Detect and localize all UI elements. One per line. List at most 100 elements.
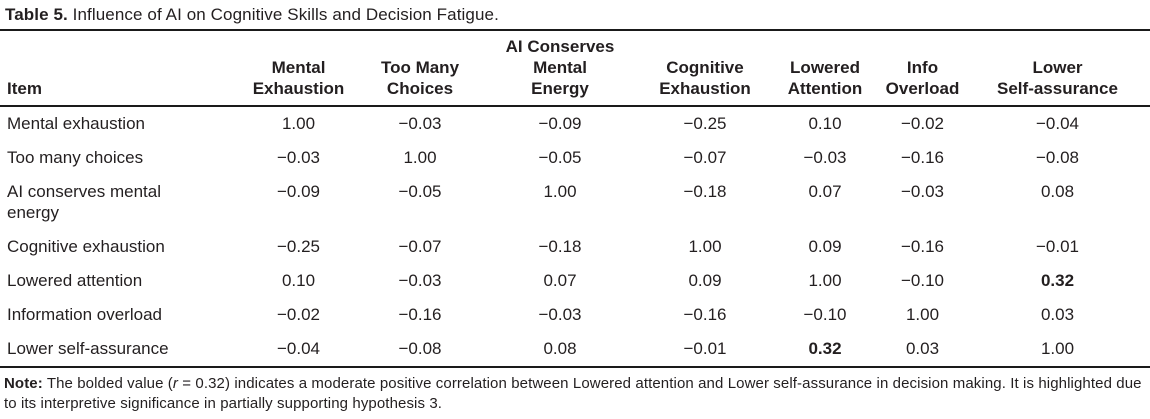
correlation-value: 0.03 <box>1040 305 1075 324</box>
column-header-ai-conserves-mental-energy: AI Conserves Mental Energy <box>480 30 640 107</box>
column-header-line: Lowered <box>790 58 860 77</box>
table-row: Cognitive exhaustion −0.25 −0.07 −0.18 1.00 0… <box>0 230 1150 264</box>
table-row: AI conserves mental energy −0.09 −0.05 1.00… <box>0 175 1150 230</box>
correlation-value: −0.03 <box>398 114 442 133</box>
correlation-value: −0.05 <box>398 182 442 201</box>
correlation-value: −0.09 <box>276 182 320 201</box>
note-label: Note: <box>4 375 43 392</box>
correlation-value: 0.09 <box>808 237 842 256</box>
column-header-too-many-choices: Too Many Choices <box>360 30 480 107</box>
table-row: Lowered attention 0.10 −0.03 0.07 0.09 1.00 −0… <box>0 264 1150 298</box>
row-label: Mental exhaustion <box>7 114 145 133</box>
correlation-value: −0.02 <box>276 305 320 324</box>
row-label: Too many choices <box>7 148 144 167</box>
table-row: Mental exhaustion 1.00 −0.03 −0.09 −0.25 0.10… <box>0 106 1150 141</box>
column-header-line: Item <box>7 79 42 98</box>
correlation-value: 1.00 <box>281 114 316 133</box>
correlation-value: 1.00 <box>403 148 437 167</box>
table-row: Information overload −0.02 −0.16 −0.03 −0.16… <box>0 298 1150 332</box>
correlation-value: −0.01 <box>683 339 727 358</box>
correlation-value: −0.01 <box>1035 237 1079 256</box>
correlation-value: 0.07 <box>543 271 577 290</box>
correlation-value: −0.18 <box>683 182 727 201</box>
column-header-line: Info <box>906 58 939 77</box>
table-row: Too many choices −0.03 1.00 −0.05 −0.07 −0.03… <box>0 141 1150 175</box>
correlation-value: −0.16 <box>683 305 727 324</box>
correlation-value: −0.25 <box>276 237 320 256</box>
correlation-value: 1.00 <box>808 271 842 290</box>
correlation-value: 0.32 <box>1040 271 1075 290</box>
correlation-value: −0.25 <box>683 114 727 133</box>
correlation-value: 0.32 <box>808 339 842 358</box>
correlation-value: 0.03 <box>905 339 940 358</box>
note-text-after-r: = 0.32) indicates a moderate positive co… <box>4 375 1142 412</box>
correlation-value: −0.10 <box>803 305 847 324</box>
correlation-value: −0.16 <box>900 148 944 167</box>
correlation-value: −0.05 <box>538 148 582 167</box>
correlation-value: −0.03 <box>900 182 944 201</box>
column-header-line: Attention <box>787 79 863 98</box>
row-label: AI conserves mental energy <box>7 182 162 222</box>
column-header-cognitive-exhaustion: Cognitive Exhaustion <box>640 30 770 107</box>
table-caption-label: Table 5. <box>5 5 68 24</box>
correlation-value: −0.03 <box>398 271 442 290</box>
correlation-value: 0.07 <box>808 182 842 201</box>
correlation-value: −0.02 <box>900 114 944 133</box>
header-row: Item Mental Exhaustion Too Many Choices AI Co… <box>0 30 1150 107</box>
column-header-line: Mental <box>271 58 326 77</box>
correlation-value: −0.10 <box>900 271 944 290</box>
row-label: Cognitive exhaustion <box>7 237 165 256</box>
correlation-value: −0.18 <box>538 237 582 256</box>
correlation-value: −0.07 <box>683 148 727 167</box>
column-header-info-overload: Info Overload <box>880 30 965 107</box>
correlation-value: −0.16 <box>900 237 944 256</box>
column-header-line: Exhaustion <box>659 79 751 98</box>
column-header-line: Cognitive <box>666 58 744 77</box>
column-header-line: Overload <box>885 79 960 98</box>
correlation-value: 0.08 <box>543 339 577 358</box>
column-header-item: Item <box>0 30 237 107</box>
column-header-line: Choices <box>386 79 454 98</box>
correlation-table: Item Mental Exhaustion Too Many Choices AI Co… <box>0 29 1150 368</box>
column-header-line: Self-assurance <box>997 79 1118 98</box>
row-label: Lower self-assurance <box>7 339 169 358</box>
note-text-before-r: The bolded value ( <box>46 375 173 392</box>
correlation-value: −0.08 <box>398 339 442 358</box>
correlation-value: 1.00 <box>905 305 940 324</box>
column-header-line: Too Many <box>380 58 460 77</box>
correlation-value: 1.00 <box>1040 339 1075 358</box>
correlation-value: −0.03 <box>538 305 582 324</box>
table-note: Note: The bolded value (r = 0.32) indica… <box>0 368 1150 414</box>
correlation-value: 1.00 <box>543 182 577 201</box>
column-header-line: Mental <box>533 58 587 77</box>
table-header: Item Mental Exhaustion Too Many Choices AI Co… <box>0 30 1150 107</box>
column-header-mental-exhaustion: Mental Exhaustion <box>237 30 360 107</box>
correlation-value: 0.10 <box>281 271 316 290</box>
correlation-value: −0.16 <box>398 305 442 324</box>
correlation-value: −0.08 <box>1035 148 1079 167</box>
correlation-value: −0.09 <box>538 114 582 133</box>
column-header-line: Lower <box>1032 58 1083 77</box>
correlation-value: 1.00 <box>688 237 722 256</box>
table-row: Lower self-assurance −0.04 −0.08 0.08 −0.01 0… <box>0 332 1150 367</box>
correlation-value: −0.04 <box>276 339 320 358</box>
row-label: Information overload <box>7 305 162 324</box>
column-header-line: AI Conserves <box>505 37 615 56</box>
column-header-line: Exhaustion <box>252 79 345 98</box>
correlation-value: −0.03 <box>803 148 847 167</box>
correlation-value: −0.04 <box>1035 114 1079 133</box>
table-caption: Table 5. Influence of AI on Cognitive Sk… <box>0 0 1150 29</box>
table-caption-text: Influence of AI on Cognitive Skills and … <box>72 5 499 24</box>
correlation-value: 0.10 <box>808 114 842 133</box>
column-header-lowered-attention: Lowered Attention <box>770 30 880 107</box>
correlation-value: 0.09 <box>688 271 722 290</box>
correlation-value: 0.08 <box>1040 182 1075 201</box>
column-header-line: Energy <box>531 79 589 98</box>
row-label: Lowered attention <box>7 271 143 290</box>
note-r-symbol: r <box>172 375 178 392</box>
column-header-lower-self-assurance: Lower Self-assurance <box>965 30 1150 107</box>
correlation-value: −0.03 <box>276 148 320 167</box>
table-body: Mental exhaustion 1.00 −0.03 −0.09 −0.25 0.10… <box>0 106 1150 367</box>
correlation-value: −0.07 <box>398 237 442 256</box>
